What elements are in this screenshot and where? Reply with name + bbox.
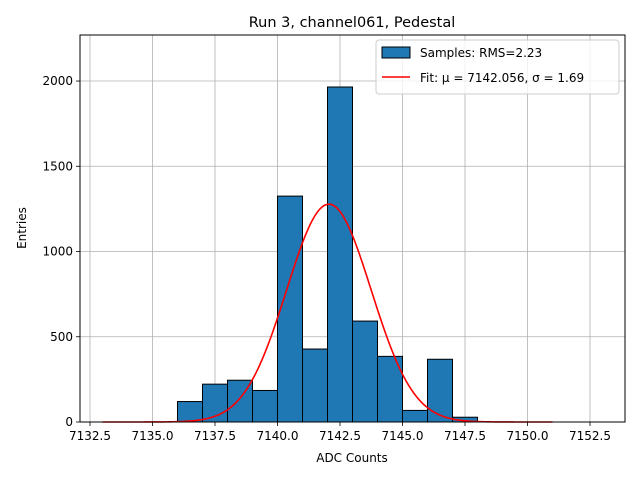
histogram-bar <box>402 409 428 423</box>
y-axis-ticks: 0 500 1000 1500 2000 <box>42 74 80 429</box>
y-tick-label: 2000 <box>42 74 73 88</box>
y-axis-label: Entries <box>15 207 29 249</box>
histogram-bar <box>302 348 328 423</box>
x-tick-label: 7145.0 <box>382 429 424 443</box>
x-tick-label: 7152.5 <box>569 429 611 443</box>
x-axis-ticks: 7132.5 7135.0 7137.5 7140.0 7142.5 7145.0 7147… <box>69 422 611 443</box>
legend-histogram-swatch <box>381 46 411 59</box>
y-tick-label: 1000 <box>42 245 73 259</box>
x-tick-label: 7132.5 <box>69 429 111 443</box>
y-tick-label: 500 <box>50 330 73 344</box>
histogram-bars <box>177 86 478 423</box>
legend-histogram-label: Samples: RMS=2.23 <box>420 46 542 60</box>
histogram-bar <box>352 320 378 423</box>
x-tick-label: 7140.0 <box>257 429 299 443</box>
chart-title: Run 3, channel061, Pedestal <box>249 15 456 31</box>
y-tick-label: 0 <box>65 415 73 429</box>
x-tick-label: 7147.5 <box>444 429 486 443</box>
histogram-bar <box>327 86 353 423</box>
histogram-bar <box>252 389 278 423</box>
histogram-bar <box>177 401 203 423</box>
x-tick-label: 7135.0 <box>132 429 174 443</box>
histogram-bar <box>427 358 453 423</box>
legend-fit-label: Fit: μ = 7142.056, σ = 1.69 <box>420 71 584 85</box>
x-tick-label: 7142.5 <box>319 429 361 443</box>
y-tick-label: 1500 <box>42 159 73 173</box>
histogram-bar <box>277 195 303 423</box>
x-tick-label: 7150.0 <box>507 429 549 443</box>
plot-frame <box>79 34 626 423</box>
x-axis-label: ADC Counts <box>316 451 388 465</box>
x-tick-label: 7137.5 <box>194 429 236 443</box>
legend-box <box>375 39 620 95</box>
legend: Samples: RMS=2.23 Fit: μ = 7142.056, σ =… <box>375 39 620 95</box>
